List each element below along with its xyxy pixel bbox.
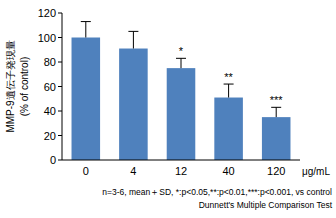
error-cap bbox=[176, 58, 186, 59]
y-tick-label: 100 bbox=[38, 32, 56, 44]
x-axis bbox=[62, 160, 300, 161]
x-tick-label: 12 bbox=[175, 165, 187, 177]
y-axis-label: MMP-9遺伝子発現量 bbox=[5, 40, 16, 132]
y-tick bbox=[58, 13, 62, 14]
error-line bbox=[133, 31, 134, 48]
y-tick bbox=[58, 135, 62, 136]
error-bar bbox=[271, 107, 281, 117]
x-tick-label: 4 bbox=[130, 165, 136, 177]
error-bar bbox=[128, 31, 138, 48]
footnote: n=3-6, mean＋SD, *:p<0.05,**:p<0.01,***:p… bbox=[102, 187, 332, 197]
x-axis-label: μg/mL bbox=[302, 166, 330, 177]
error-cap bbox=[128, 31, 138, 32]
y-tick bbox=[58, 37, 62, 38]
bar bbox=[119, 49, 148, 160]
significance-label: *** bbox=[270, 94, 284, 106]
significance-label: ** bbox=[224, 71, 233, 83]
y-tick bbox=[58, 111, 62, 112]
y-tick-label: 80 bbox=[44, 56, 56, 68]
y-tick-label: 120 bbox=[38, 7, 56, 19]
error-bar bbox=[224, 84, 234, 97]
bars bbox=[72, 22, 291, 160]
y-tick-label: 0 bbox=[50, 154, 56, 166]
x-tick-label: 0 bbox=[83, 165, 89, 177]
error-cap bbox=[81, 21, 91, 22]
bar bbox=[167, 68, 196, 160]
y-tick bbox=[58, 86, 62, 87]
error-line bbox=[276, 107, 277, 117]
significance-label: * bbox=[179, 45, 184, 57]
error-line bbox=[85, 22, 86, 38]
y-axis bbox=[62, 13, 63, 160]
chart: 020406080100120******041240120μg/mLMMP-9… bbox=[0, 0, 336, 218]
y-tick-label: 40 bbox=[44, 105, 56, 117]
y-tick-label: 60 bbox=[44, 81, 56, 93]
error-line bbox=[228, 84, 229, 97]
footnote: Dunnett's Multiple Comparison Test bbox=[199, 200, 333, 210]
y-axis-label: (% of control) bbox=[19, 57, 30, 116]
error-bar bbox=[81, 22, 91, 38]
y-tick-label: 20 bbox=[44, 130, 56, 142]
error-cap bbox=[224, 84, 234, 85]
error-bar bbox=[176, 58, 186, 68]
x-tick-label: 120 bbox=[267, 165, 285, 177]
bar bbox=[72, 38, 101, 161]
x-tick-label: 40 bbox=[222, 165, 234, 177]
y-tick bbox=[58, 62, 62, 63]
bar bbox=[262, 117, 291, 160]
error-line bbox=[181, 58, 182, 68]
bar bbox=[214, 98, 243, 160]
error-cap bbox=[271, 107, 281, 108]
y-tick bbox=[58, 160, 62, 161]
